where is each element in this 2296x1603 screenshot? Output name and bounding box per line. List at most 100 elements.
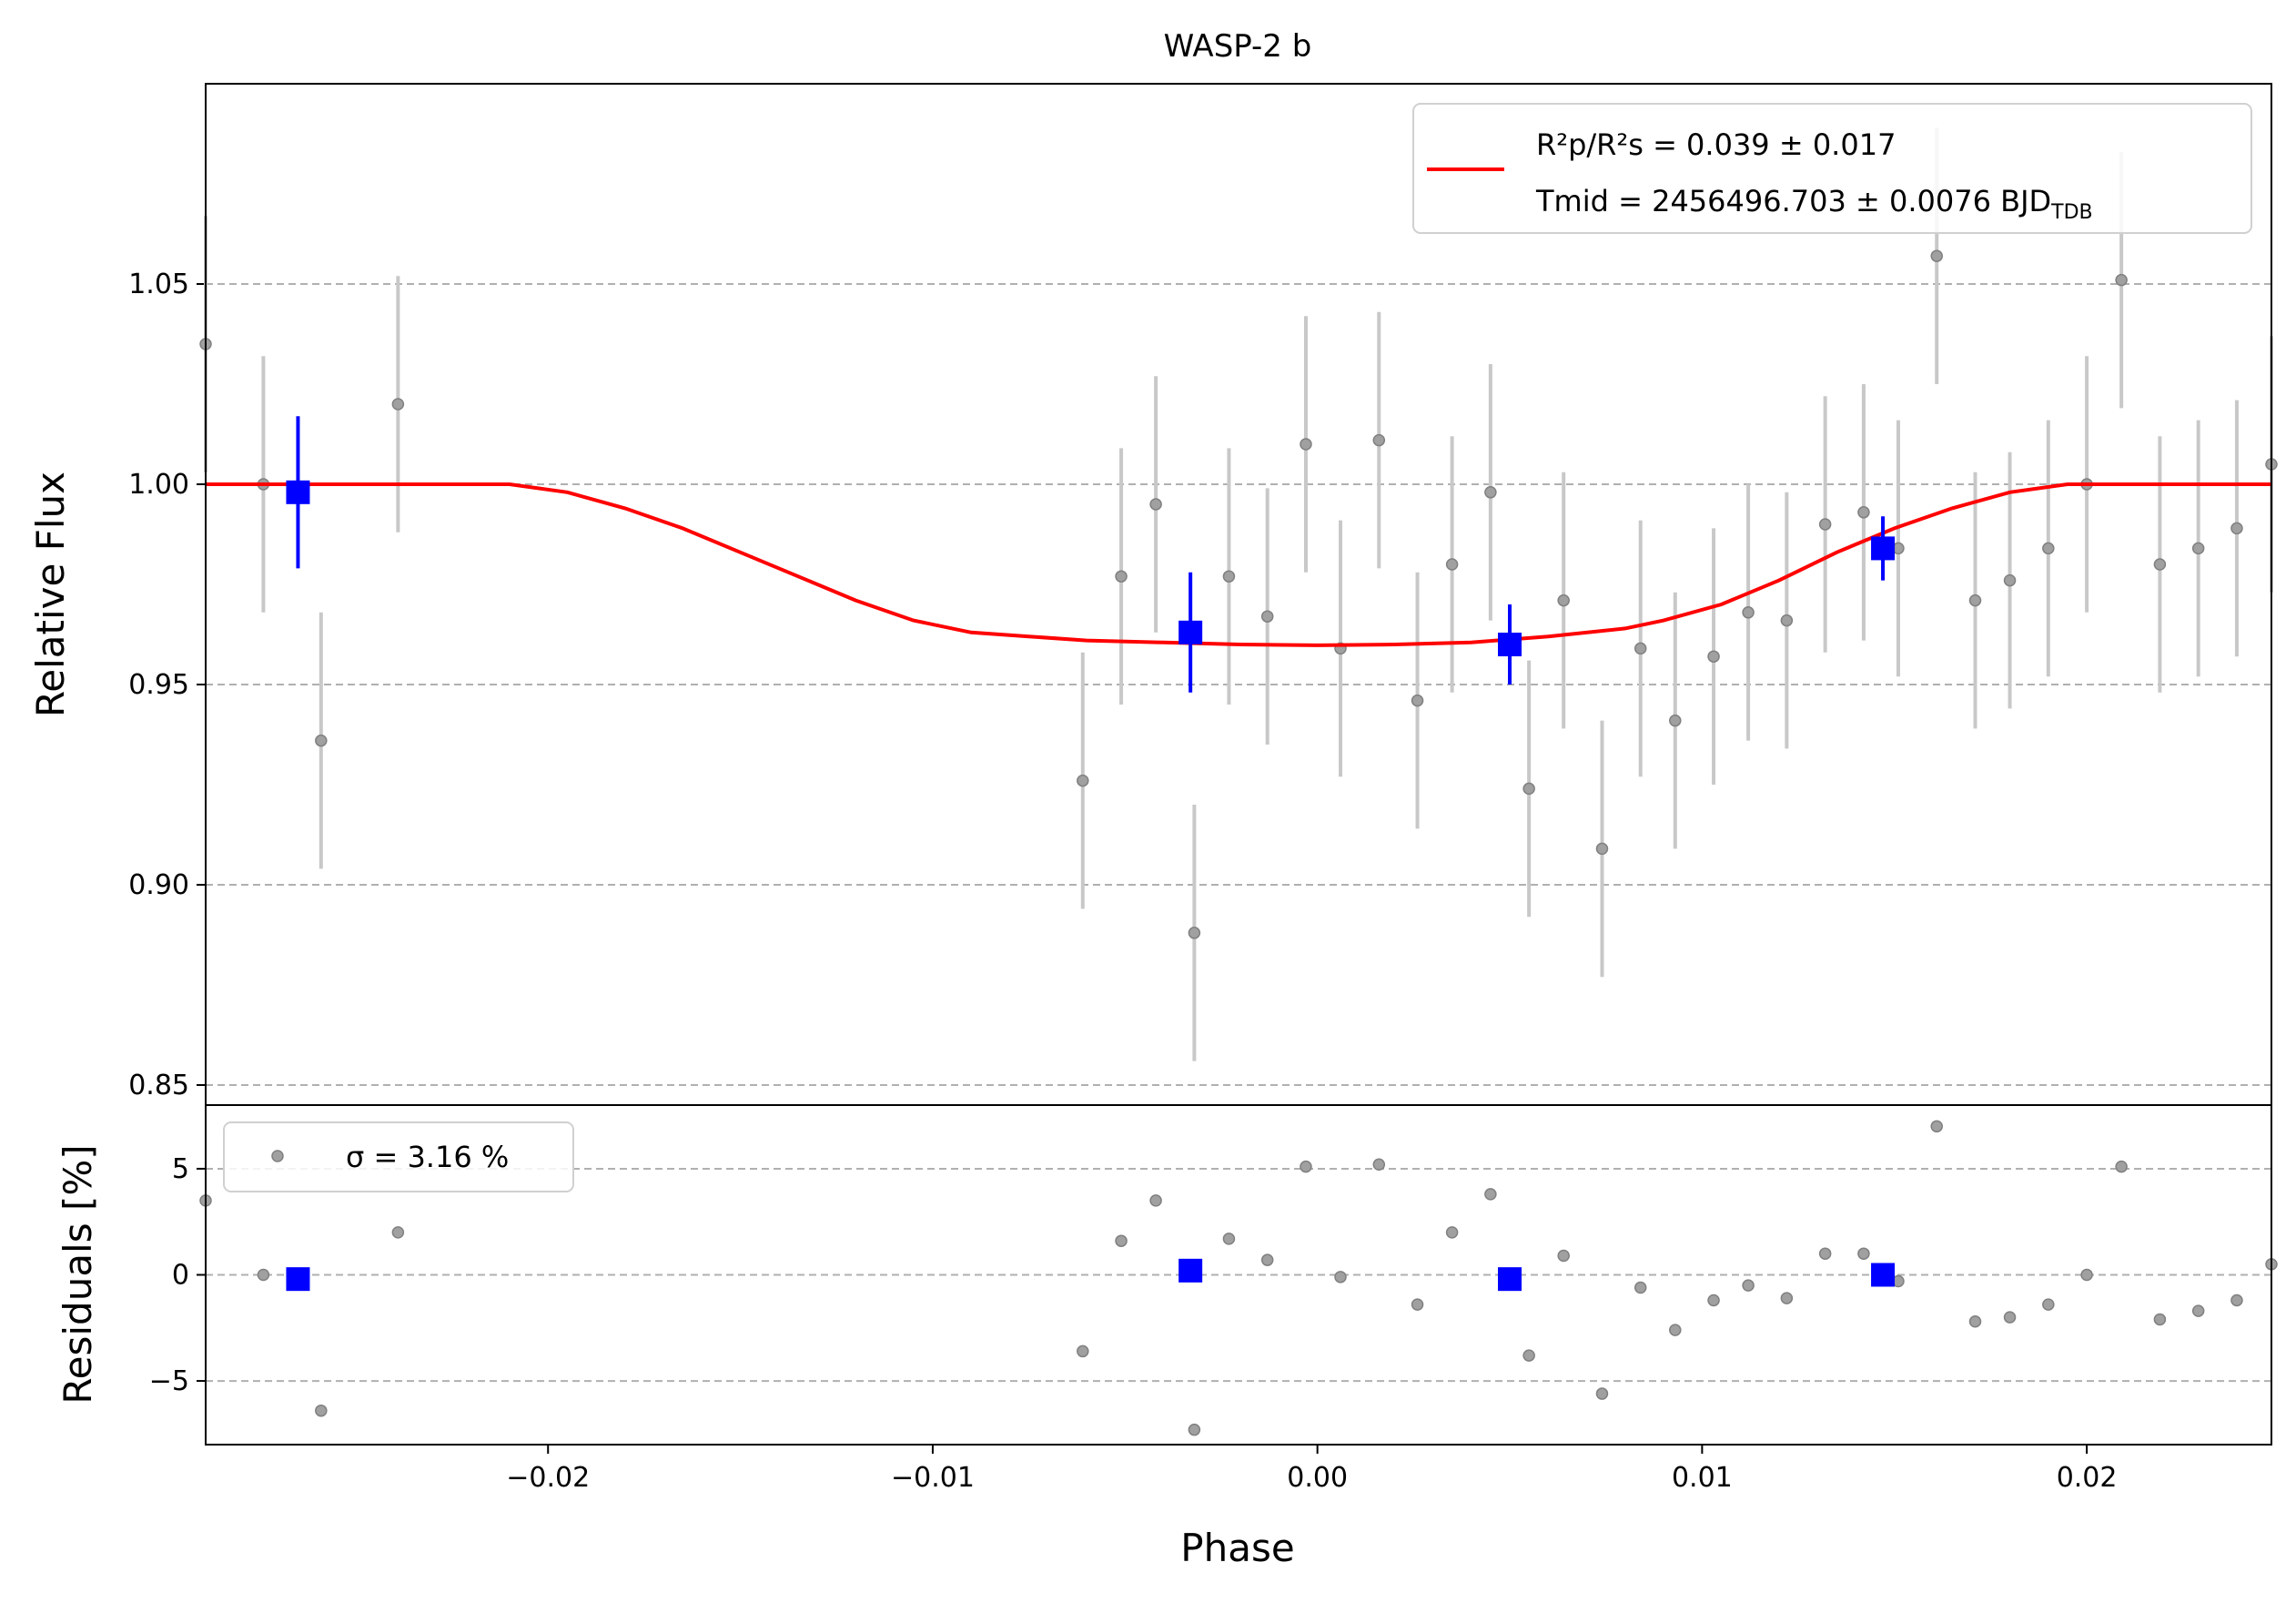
legend-mid-time-subscript: TDB [2050,201,2092,224]
residuals-panel: −5 0 5 −0.02 −0.01 0.00 0.01 0.02 σ = 3.16 % [149,1104,2278,1494]
x-tick-label: −0.02 [506,1462,590,1494]
lightcurve-data-point [1557,594,1570,607]
x-axis-label: Phase [1180,1526,1294,1570]
residual-data-point [1707,1294,1720,1307]
lightcurve-data-point [2230,522,2243,535]
residuals-y-tick-label: 5 [172,1153,189,1185]
residual-data-point [1595,1387,1609,1400]
residual-data-point [1522,1349,1535,1362]
residual-data-point [1484,1188,1497,1201]
residuals-data-points [199,1120,2278,1436]
lightcurve-panel: 0.85 0.90 0.95 1.00 1.05 R²p/R²s = 0.039 ± 0… [128,83,2278,1106]
residual-data-point [1372,1158,1386,1172]
lightcurve-data-point [1742,606,1755,619]
lightcurve-data-point [2191,542,2205,555]
residual-data-point [2003,1311,2017,1324]
lightcurve-y-tick-label: 1.05 [128,269,189,300]
transit-model-line [206,482,2271,647]
x-tick-label: 0.00 [1287,1462,1348,1494]
lightcurve-data-point [1484,486,1497,499]
residual-data-point [1260,1253,1274,1266]
residual-data-point [1780,1292,1794,1304]
legend-radius-ratio: R²p/R²s = 0.039 ± 0.017 [1536,127,1896,162]
residual-data-point [2230,1294,2243,1307]
residual-data-point [2153,1313,2167,1326]
lightcurve-data-point [315,734,328,747]
residual-binned-point [1871,1263,1896,1287]
lightcurve-data-point [1930,249,1943,262]
lightcurve-data-point [1188,927,1201,939]
residuals-legend-box [223,1121,574,1192]
lightcurve-legend-box [1412,103,2252,234]
lightcurve-binned-point [1871,536,1896,561]
chart-title: WASP-2 b [1164,28,1312,65]
lightcurve-y-tick-label: 1.00 [128,469,189,501]
residual-data-point [315,1404,328,1417]
lightcurve-data-point [1968,594,1982,607]
residual-data-point [1222,1233,1236,1245]
residual-data-point [1930,1120,1943,1133]
lightcurve-data-point [391,398,405,411]
residual-data-point [1633,1281,1647,1294]
residual-data-point [2080,1268,2093,1282]
residual-data-point [1115,1234,1128,1247]
lightcurve-binned-point [1178,620,1203,644]
lightcurve-data-point [1522,782,1535,796]
x-tick-label: 0.02 [2057,1462,2118,1494]
residual-data-point [1334,1271,1347,1283]
lightcurve-data-point [1222,570,1236,583]
residuals-x-ticks: −0.02 −0.01 0.00 0.01 0.02 [506,1445,2117,1494]
lightcurve-binned-point [1498,633,1522,656]
lightcurve-y-tick-label: 0.90 [128,869,189,901]
residual-data-point [1857,1247,1870,1260]
residual-data-point [2115,1160,2128,1173]
residual-binned-point [286,1267,310,1292]
lightcurve-data-point [1260,610,1274,623]
legend-mid-time-text: Tmid = 2456496.703 ± 0.0076 BJD [1535,184,2051,218]
lightcurve-data-point [1595,842,1609,856]
residual-data-point [1968,1315,1982,1328]
legend-sigma: σ = 3.16 % [346,1140,509,1174]
y-axis-label-flux: Relative Flux [28,472,73,717]
lightcurve-legend: R²p/R²s = 0.039 ± 0.017 Tmid = 2456496.7… [1412,103,2252,234]
residual-binned-point [1178,1258,1203,1283]
lightcurve-gridlines [206,283,2271,1086]
lightcurve-data-point [1445,558,1459,571]
lightcurve-y-tick-label: 0.95 [128,669,189,701]
lightcurve-data-point [1077,774,1089,787]
lightcurve-data-point [1818,518,1832,531]
lightcurve-data-point [1707,650,1720,663]
lightcurve-plot-area [206,84,2271,1105]
residual-data-point [1411,1298,1424,1311]
lightcurve-binned-points [286,416,1896,693]
residuals-y-tick-label: 0 [172,1260,189,1292]
residual-data-point [1077,1344,1089,1358]
residual-data-point [1149,1194,1162,1207]
residual-data-point [1445,1226,1459,1239]
lightcurve-y-ticks: 0.85 0.90 0.95 1.00 1.05 [128,269,206,1101]
lightcurve-data-point [1633,642,1647,655]
lightcurve-data-point [1149,498,1162,511]
x-tick-label: −0.01 [891,1462,975,1494]
residual-data-point [1557,1249,1570,1263]
legend-mid-time: Tmid = 2456496.703 ± 0.0076 BJDTDB [1535,184,2093,224]
residual-data-point [257,1268,270,1282]
residual-data-point [391,1226,405,1239]
lightcurve-data-point [1115,570,1128,583]
lightcurve-data-point [1300,438,1312,451]
residuals-y-ticks: −5 0 5 [149,1153,206,1397]
residual-data-point [1818,1247,1832,1260]
residual-data-point [1300,1160,1312,1173]
lightcurve-binned-point [286,480,310,504]
residual-data-point [2042,1298,2055,1311]
lightcurve-data-point [1857,506,1870,519]
residual-data-point [1188,1423,1201,1436]
residuals-y-tick-label: −5 [149,1365,189,1397]
residual-data-point [1742,1279,1755,1292]
lightcurve-data-point [1372,433,1386,447]
x-tick-label: 0.01 [1672,1462,1733,1494]
residuals-binned-points [286,1258,1896,1292]
lightcurve-data-point [2153,558,2167,571]
residual-binned-point [1498,1267,1522,1292]
